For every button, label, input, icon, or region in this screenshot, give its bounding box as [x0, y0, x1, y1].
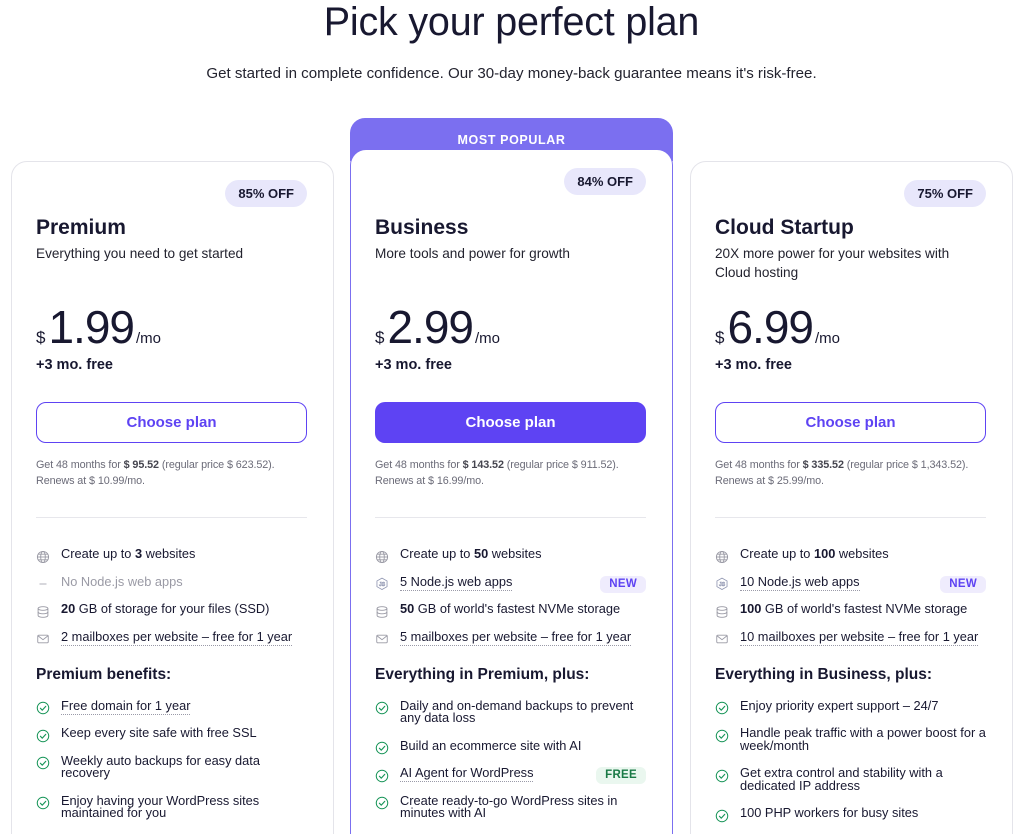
svg-text:JS: JS [719, 582, 726, 588]
svg-text:JS: JS [379, 582, 386, 588]
